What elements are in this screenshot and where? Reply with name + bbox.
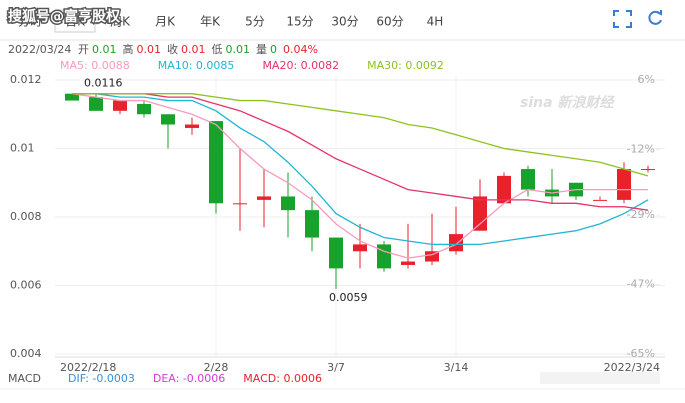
tab[interactable]: 60分	[376, 15, 403, 29]
x-tick-label: 3/7	[327, 361, 345, 374]
candle-body	[305, 210, 319, 238]
info-value: 0.01	[226, 43, 251, 56]
candle-body	[473, 196, 487, 231]
fullscreen-icon[interactable]	[613, 10, 632, 28]
y2-tick-label: 6%	[638, 73, 655, 86]
candle-body	[377, 244, 391, 269]
x-tick-label: 3/14	[444, 361, 469, 374]
y-tick-label: 0.006	[10, 279, 42, 292]
info-label: 量	[256, 43, 267, 56]
candle-body	[449, 234, 463, 252]
candle-body	[641, 169, 655, 171]
tab[interactable]: 30分	[331, 15, 358, 29]
tab[interactable]: 5分	[245, 15, 265, 29]
macd-item: DIF: -0.0003	[68, 372, 135, 385]
y-tick-label: 0.008	[10, 210, 42, 223]
candle-body	[521, 169, 535, 190]
candle-body	[113, 100, 127, 111]
refresh-icon[interactable]	[648, 10, 662, 25]
y2-tick-label: -12%	[627, 142, 655, 155]
x-tick-label: 2022/3/24	[604, 361, 660, 374]
candle-body	[329, 237, 343, 269]
tab[interactable]: 月K	[155, 15, 176, 29]
macd-item: DEA: -0.0006	[153, 372, 225, 385]
tab[interactable]: 周K	[110, 15, 131, 29]
legend-entry: MA5: 0.0088	[60, 59, 130, 72]
y2-tick-label: -47%	[627, 278, 655, 291]
watermark: 搜狐号@富亨股权	[8, 8, 121, 25]
candle-body	[65, 93, 79, 101]
info-value: 0.01	[137, 43, 162, 56]
tab[interactable]: 15分	[286, 15, 313, 29]
range-slider[interactable]	[540, 372, 660, 384]
info-label: 收	[167, 42, 178, 56]
candle-body	[185, 124, 199, 128]
info-value: 0.01	[181, 43, 206, 56]
info-label: 开	[78, 43, 89, 56]
tab[interactable]: 年K	[200, 15, 221, 29]
candle-body	[233, 203, 247, 205]
info-value: 0.01	[92, 43, 117, 56]
info-label: 高	[123, 42, 134, 56]
ma-line	[72, 93, 649, 177]
ma-line	[72, 93, 649, 246]
macd-item: MACD: 0.0006	[243, 372, 322, 385]
tab[interactable]: 4H	[427, 15, 444, 29]
sina-logo: sina 新浪财经	[520, 94, 615, 111]
candle-body	[209, 121, 223, 204]
tab[interactable]: 分时	[18, 15, 42, 29]
candle-body	[89, 97, 103, 111]
x-tick-label: 2022/2/18	[60, 361, 116, 374]
legend-entry: MA30: 0.0092	[367, 59, 444, 72]
y2-tick-label: -29%	[627, 208, 655, 221]
info-date: 2022/03/24	[8, 43, 71, 56]
candle-body	[137, 103, 151, 115]
candle-body	[353, 244, 367, 252]
candle-body	[497, 175, 511, 204]
candle-body	[401, 261, 415, 265]
annotation: 0.0059	[329, 291, 368, 304]
annotation: 0.0116	[84, 77, 123, 90]
legend-entry: MA20: 0.0082	[262, 59, 339, 72]
info-value: 0	[270, 43, 277, 56]
y-tick-label: 0.01	[10, 142, 35, 155]
x-tick-label: 2/28	[204, 361, 229, 374]
y-tick-label: 0.004	[10, 347, 42, 360]
legend-entry: MA10: 0.0085	[158, 59, 235, 72]
macd-label: MACD	[8, 372, 41, 385]
ma-line	[72, 93, 649, 211]
candle-body	[593, 199, 607, 201]
tab[interactable]: 日K	[65, 15, 86, 29]
candle-body	[161, 114, 175, 125]
candle-body	[425, 251, 439, 262]
candle-body	[617, 169, 631, 200]
y2-tick-label: -65%	[627, 347, 655, 360]
tab-selected	[54, 9, 96, 33]
info-label: 低	[212, 43, 223, 56]
info-value: 0.04%	[283, 43, 318, 56]
ma-line	[71, 93, 648, 259]
y-tick-label: 0.012	[10, 73, 42, 86]
candle-body	[257, 196, 271, 200]
candle-body	[281, 196, 295, 211]
